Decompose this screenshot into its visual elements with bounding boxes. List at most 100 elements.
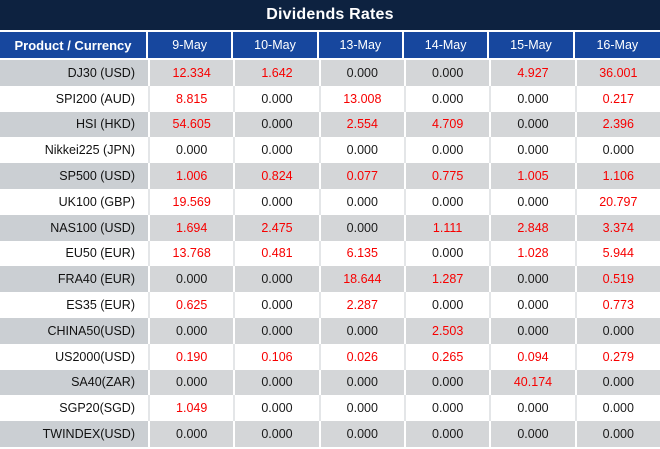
table-row: SPI200 (AUD) 8.815 0.000 13.008 0.000 0.000 0.… (0, 85, 660, 112)
column-header-10-may: 10-May (233, 30, 319, 60)
value-cell: 0.000 (318, 214, 404, 241)
value-cell: 4.709 (403, 111, 490, 138)
value-cell: 0.000 (233, 369, 319, 396)
value-cell: 0.000 (489, 85, 575, 112)
value-cell: 20.797 (574, 188, 660, 215)
value-cell: 0.000 (148, 369, 234, 396)
value-cell: 0.000 (148, 421, 234, 447)
column-header-9-may: 9-May (148, 30, 234, 60)
product-cell: SPI200 (AUD) (0, 85, 148, 112)
value-cell: 13.768 (148, 240, 234, 267)
value-cell: 0.190 (148, 343, 234, 370)
product-cell: CHINA50(USD) (0, 317, 148, 344)
value-cell: 0.000 (318, 395, 404, 422)
page-title: Dividends Rates (266, 6, 394, 23)
value-cell: 8.815 (148, 85, 234, 112)
value-cell: 18.644 (318, 266, 404, 293)
table-row: TWINDEX(USD) 0.000 0.000 0.000 0.000 0.000 0.0… (0, 421, 660, 447)
value-cell: 0.519 (574, 266, 660, 293)
product-cell: TWINDEX(USD) (0, 421, 148, 447)
value-cell: 0.000 (148, 317, 234, 344)
value-cell: 1.694 (148, 214, 234, 241)
value-cell: 2.475 (233, 214, 319, 241)
value-cell: 13.008 (318, 85, 404, 112)
value-cell: 0.000 (403, 85, 490, 112)
value-cell: 0.000 (318, 317, 404, 344)
value-cell: 5.944 (574, 240, 660, 267)
value-cell: 0.000 (403, 395, 490, 422)
table-row: US2000(USD) 0.190 0.106 0.026 0.265 0.094 0.27… (0, 343, 660, 370)
table-row: EU50 (EUR) 13.768 0.481 6.135 0.000 1.028 5.94… (0, 240, 660, 267)
value-cell: 0.000 (489, 395, 575, 422)
product-cell: Nikkei225 (JPN) (0, 137, 148, 164)
product-cell: FRA40 (EUR) (0, 266, 148, 293)
value-cell: 0.000 (318, 421, 404, 447)
table-row: FRA40 (EUR) 0.000 0.000 18.644 1.287 0.000 0.5… (0, 266, 660, 293)
value-cell: 0.026 (318, 343, 404, 370)
value-cell: 1.005 (489, 163, 575, 189)
value-cell: 0.000 (489, 188, 575, 215)
value-cell: 2.503 (403, 317, 490, 344)
value-cell: 0.077 (318, 163, 404, 189)
table-row: Nikkei225 (JPN) 0.000 0.000 0.000 0.000 0.000… (0, 137, 660, 164)
value-cell: 0.000 (148, 137, 234, 164)
product-cell: US2000(USD) (0, 343, 148, 370)
value-cell: 0.000 (574, 421, 660, 447)
value-cell: 0.775 (403, 163, 490, 189)
value-cell: 0.000 (403, 60, 490, 86)
value-cell: 0.625 (148, 292, 234, 318)
value-cell: 0.481 (233, 240, 319, 267)
value-cell: 0.106 (233, 343, 319, 370)
value-cell: 0.000 (403, 188, 490, 215)
value-cell: 0.000 (403, 137, 490, 164)
value-cell: 0.000 (574, 137, 660, 164)
value-cell: 0.000 (489, 292, 575, 318)
title-bar: Dividends Rates (0, 0, 660, 30)
value-cell: 0.000 (489, 111, 575, 138)
value-cell: 2.287 (318, 292, 404, 318)
value-cell: 2.554 (318, 111, 404, 138)
value-cell: 1.111 (403, 214, 490, 241)
column-header-product-currency: Product / Currency (0, 30, 148, 60)
value-cell: 1.642 (233, 60, 319, 86)
value-cell: 4.927 (489, 60, 575, 86)
value-cell: 0.279 (574, 343, 660, 370)
table-row: HSI (HKD) 54.605 0.000 2.554 4.709 0.000 2.396 (0, 111, 660, 138)
product-cell: SA40(ZAR) (0, 369, 148, 396)
value-cell: 0.000 (403, 421, 490, 447)
product-cell: HSI (HKD) (0, 111, 148, 138)
table-row: SP500 (USD) 1.006 0.824 0.077 0.775 1.005 1.10… (0, 163, 660, 189)
value-cell: 0.000 (233, 395, 319, 422)
value-cell: 0.265 (403, 343, 490, 370)
value-cell: 0.000 (318, 137, 404, 164)
value-cell: 0.000 (489, 266, 575, 293)
value-cell: 0.000 (403, 292, 490, 318)
table-header-row: Product / Currency 9-May 10-May 13-May 14-M… (0, 30, 660, 60)
product-cell: NAS100 (USD) (0, 214, 148, 241)
value-cell: 12.334 (148, 60, 234, 86)
product-cell: DJ30 (USD) (0, 60, 148, 86)
value-cell: 19.569 (148, 188, 234, 215)
value-cell: 0.000 (233, 111, 319, 138)
column-header-13-may: 13-May (318, 30, 404, 60)
value-cell: 0.000 (233, 292, 319, 318)
dividends-table: Product / Currency 9-May 10-May 13-May 14-M… (0, 30, 660, 447)
value-cell: 1.028 (489, 240, 575, 267)
value-cell: 2.396 (574, 111, 660, 138)
table-row: NAS100 (USD) 1.694 2.475 0.000 1.111 2.848 3.3… (0, 214, 660, 241)
value-cell: 0.000 (574, 317, 660, 344)
table-row: SA40(ZAR) 0.000 0.000 0.000 0.000 40.174 0.000 (0, 369, 660, 396)
value-cell: 0.000 (574, 369, 660, 396)
product-cell: EU50 (EUR) (0, 240, 148, 267)
product-cell: ES35 (EUR) (0, 292, 148, 318)
value-cell: 0.000 (489, 137, 575, 164)
value-cell: 0.824 (233, 163, 319, 189)
value-cell: 0.000 (233, 317, 319, 344)
value-cell: 0.000 (318, 60, 404, 86)
value-cell: 0.217 (574, 85, 660, 112)
value-cell: 0.000 (318, 188, 404, 215)
value-cell: 1.049 (148, 395, 234, 422)
value-cell: 0.000 (233, 421, 319, 447)
value-cell: 0.094 (489, 343, 575, 370)
value-cell: 0.000 (233, 137, 319, 164)
